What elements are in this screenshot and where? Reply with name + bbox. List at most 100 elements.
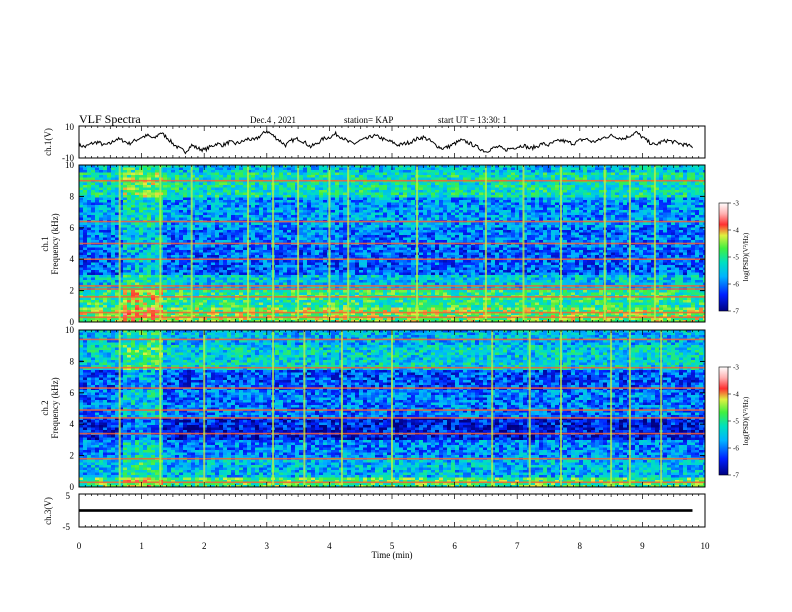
spectrogram-cell	[323, 207, 328, 211]
spectrogram-cell	[175, 217, 180, 221]
spectrogram-cell	[111, 202, 116, 206]
spectrogram-cell	[463, 182, 468, 186]
spectrogram-cell	[83, 187, 88, 191]
spectrogram-cell	[655, 177, 660, 181]
spectrogram-cell	[571, 232, 576, 236]
spectrogram-cell	[639, 195, 644, 198]
ch1-waveform-line	[78, 129, 693, 155]
spectrogram-cell	[399, 212, 404, 216]
spectrogram-cell	[619, 175, 624, 178]
spectrogram-cell	[175, 212, 180, 216]
spectrogram-cell	[231, 170, 236, 173]
spectrogram-cell	[431, 202, 436, 206]
spectrogram-cell	[219, 240, 224, 243]
spectrogram-cell	[475, 167, 480, 171]
spectrogram-cell	[455, 227, 460, 231]
spectrogram-cell	[375, 207, 380, 211]
spectrogram-cell	[99, 240, 104, 243]
spectrogram-cell	[215, 227, 220, 231]
spectrogram-cell	[115, 167, 120, 171]
spectrogram-cell	[211, 235, 216, 238]
spectrogram-cell	[375, 170, 380, 173]
spectrogram-cell	[643, 192, 648, 196]
spectrogram-cell	[619, 172, 624, 176]
spectrogram-cell	[451, 215, 456, 218]
spectrogram-cell	[367, 195, 372, 198]
spectrogram-cell	[255, 207, 260, 211]
spectrogram-cell	[531, 210, 536, 213]
spectrogram-cell	[487, 195, 492, 198]
spectrogram-cell	[443, 227, 448, 231]
spectrogram-cell	[203, 230, 208, 233]
spectrogram-cell	[543, 225, 548, 228]
spectrogram-cell	[179, 225, 184, 228]
spectrogram-cell	[659, 195, 664, 198]
spectrogram-cell	[663, 197, 668, 201]
spectrogram-cell	[679, 205, 684, 208]
spectrogram-cell	[175, 182, 180, 186]
spectrogram-cell	[151, 205, 156, 208]
spectrogram-cell	[275, 217, 280, 221]
spectrogram-cell	[423, 235, 428, 238]
spectrogram-cell	[259, 175, 264, 178]
spectrogram-cell	[275, 212, 280, 216]
spectrogram-cell	[403, 185, 408, 188]
spectrogram-cell	[103, 182, 108, 186]
spectrogram-cell	[179, 167, 184, 171]
spectrogram-cell	[443, 172, 448, 176]
spectrogram-cell	[311, 195, 316, 198]
spectrogram-cell	[591, 177, 596, 181]
spectrogram-cell	[527, 187, 532, 191]
spectrogram-cell	[491, 165, 496, 168]
spectrogram-cell	[355, 217, 360, 221]
spectrogram-cell	[275, 222, 280, 226]
spectrogram-cell	[319, 175, 324, 178]
spectrogram-cell	[307, 235, 312, 238]
spectrogram-cell	[527, 177, 532, 181]
spectrogram-cell	[179, 200, 184, 203]
spectrogram-cell	[299, 230, 304, 233]
spectrogram-cell	[375, 212, 380, 216]
spectrogram-cell	[331, 232, 336, 236]
spectrogram-cell	[87, 172, 92, 176]
spectrogram-cell	[571, 235, 576, 238]
spectrogram-cell	[631, 175, 636, 178]
spectrogram-cell	[367, 165, 372, 168]
spectrogram-cell	[99, 235, 104, 238]
spectrogram-cell	[635, 205, 640, 208]
spectrogram-cell	[403, 195, 408, 198]
spectrogram-cell	[103, 190, 108, 193]
spectrogram-cell	[331, 217, 336, 221]
spectrogram-cell	[531, 195, 536, 198]
spectrogram-cell	[355, 190, 360, 193]
spectrogram-cell	[123, 210, 128, 213]
spectrogram-cell	[551, 177, 556, 181]
spectrogram-cell	[491, 222, 496, 226]
spectrogram-cell	[667, 182, 672, 186]
spectrogram-cell	[399, 167, 404, 171]
spectrogram-cell	[499, 230, 504, 233]
spectrogram-cell	[527, 175, 532, 178]
spectrogram-cell	[103, 205, 108, 208]
spectrogram-cell	[551, 217, 556, 221]
spectrogram-cell	[611, 175, 616, 178]
spectrogram-cell	[195, 175, 200, 178]
spectrogram-cell	[103, 212, 108, 216]
spectrogram-cell	[103, 167, 108, 171]
spectrogram-cell	[355, 197, 360, 201]
spectrogram-cell	[575, 212, 580, 216]
spectrogram-cell	[331, 237, 336, 241]
spectrogram-cell	[95, 195, 100, 198]
spectrogram-cell	[163, 207, 168, 211]
spectrogram-cell	[243, 202, 248, 206]
spectrogram-cell	[87, 240, 92, 243]
spectrogram-cell	[83, 232, 88, 236]
spectrogram-cell	[259, 167, 264, 171]
spectrogram-cell	[635, 225, 640, 228]
spectrogram-cell	[279, 170, 284, 173]
spectrogram-cell	[135, 215, 140, 218]
spectrogram-cell	[391, 232, 396, 236]
spectrogram-cell	[407, 192, 412, 196]
spectrogram-cell	[435, 167, 440, 171]
